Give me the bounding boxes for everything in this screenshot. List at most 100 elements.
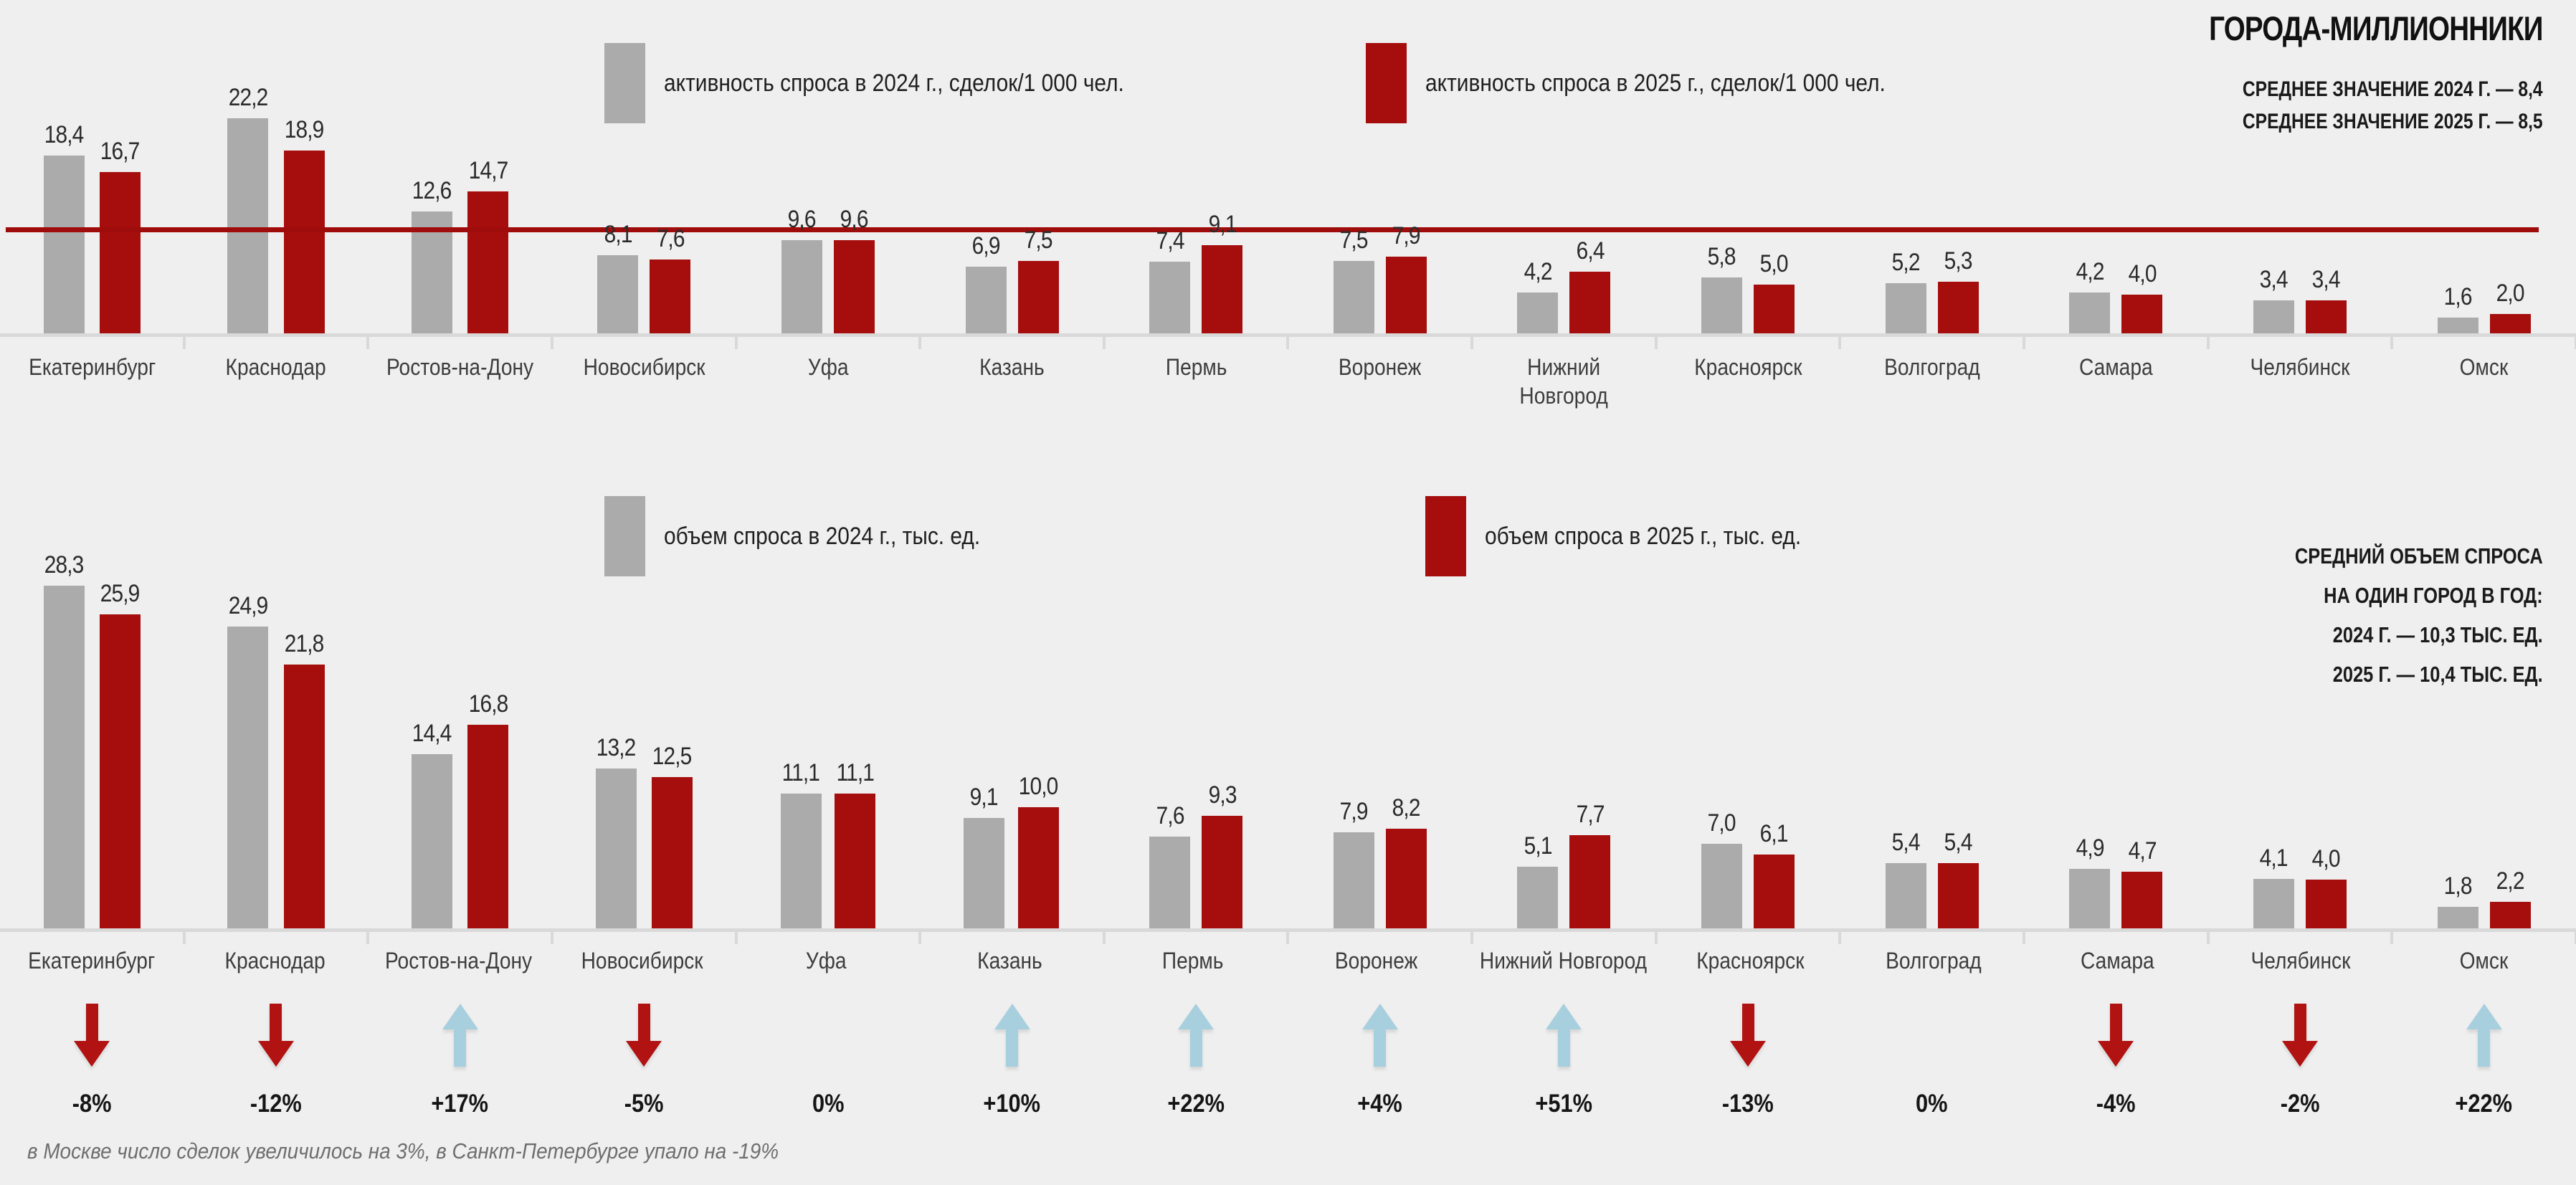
value-label-2024: 12,6 bbox=[412, 177, 452, 204]
bar-pair: 14,4 16,8 bbox=[409, 690, 510, 928]
city-cell: Ростов-на-Дону bbox=[368, 353, 552, 410]
city-label: Пермь bbox=[1162, 948, 1224, 974]
bar-pair: 7,5 7,9 bbox=[1333, 222, 1427, 333]
legend-label: объем спроса в 2025 г., тыс. ед. bbox=[1485, 522, 1802, 550]
percent-cell: -2% bbox=[2208, 1090, 2392, 1118]
value-label-2025: 16,7 bbox=[100, 138, 141, 165]
bar-pair: 28,3 25,9 bbox=[42, 551, 142, 928]
axis-tick bbox=[1102, 932, 1106, 944]
bar-wrap: 24,9 bbox=[226, 592, 270, 928]
arrow-stem bbox=[1741, 1004, 1754, 1041]
percent-cell: +51% bbox=[1472, 1090, 1656, 1118]
bar-wrap: 5,4 bbox=[1937, 829, 1979, 928]
city-cell: Самара bbox=[2025, 946, 2209, 975]
value-label-2025: 7,6 bbox=[656, 225, 685, 252]
bar-group-3: 8,1 7,6 bbox=[552, 85, 738, 349]
bar-group-9: 5,8 5,0 bbox=[1656, 85, 1842, 349]
percent-cell: 0% bbox=[1840, 1090, 2024, 1118]
value-label-2025: 14,7 bbox=[468, 157, 508, 184]
bar-2024 bbox=[595, 768, 637, 928]
city-label: Челябинск bbox=[2251, 948, 2351, 974]
value-label-2024: 9,1 bbox=[969, 784, 999, 811]
bar-group-7: 7,5 7,9 bbox=[1288, 85, 1474, 349]
city-label: Красноярск bbox=[1693, 354, 1802, 380]
bar-2024 bbox=[597, 255, 639, 333]
city-label: Нижний Новгород bbox=[1519, 354, 1609, 409]
arrow-head bbox=[1178, 1004, 1215, 1029]
axis-tick bbox=[182, 337, 186, 349]
axis-tick bbox=[550, 932, 553, 944]
bar-2025 bbox=[99, 172, 141, 333]
city-cell: Красноярск bbox=[1656, 353, 1840, 410]
bar-group-5: 9,1 10,0 bbox=[920, 547, 1106, 944]
bar-pair: 7,4 9,1 bbox=[1149, 211, 1243, 333]
legend-volume-2025: объем спроса в 2025 г., тыс. ед. bbox=[1425, 496, 1844, 576]
city-cell: Екатеринбург bbox=[0, 353, 184, 410]
value-label-2024: 5,4 bbox=[1891, 829, 1921, 856]
arrow-down-icon bbox=[2098, 1004, 2134, 1067]
bar-2025 bbox=[1754, 285, 1795, 333]
arrow-head bbox=[1730, 1041, 1767, 1067]
bar-wrap: 4,0 bbox=[2306, 845, 2347, 928]
average-2024-label: СРЕДНЕЕ ЗНАЧЕНИЕ 2024 Г. — 8,4 bbox=[2243, 77, 2543, 101]
value-label-2025: 3,4 bbox=[2312, 266, 2341, 293]
city-label: Самара bbox=[2079, 354, 2153, 380]
bar-2025 bbox=[2489, 902, 2531, 928]
percent-cell: -4% bbox=[2024, 1090, 2208, 1118]
arrow-head bbox=[2466, 1004, 2502, 1029]
value-label-2025: 2,2 bbox=[2496, 867, 2525, 895]
arrow-down-icon bbox=[2282, 1004, 2318, 1067]
bar-group-11: 4,2 4,0 bbox=[2024, 85, 2210, 349]
bar-group-2: 12,6 14,7 bbox=[368, 85, 553, 349]
city-label: Краснодар bbox=[224, 948, 326, 974]
value-label-2025: 9,3 bbox=[1208, 781, 1237, 809]
bar-pair: 22,2 18,9 bbox=[226, 84, 326, 333]
bar-2025 bbox=[1017, 807, 1059, 928]
percent-cell: 0% bbox=[736, 1090, 921, 1118]
value-label-2025: 18,9 bbox=[284, 116, 325, 143]
city-cell: Пермь bbox=[1104, 353, 1288, 410]
percent-change-label: -2% bbox=[2280, 1090, 2320, 1118]
bar-wrap: 2,0 bbox=[2489, 280, 2531, 333]
bar-pair: 5,2 5,3 bbox=[1885, 247, 1979, 333]
bar-pair: 4,2 6,4 bbox=[1517, 237, 1611, 333]
arrow-up-icon bbox=[1546, 1004, 1582, 1067]
value-label-2024: 4,9 bbox=[2076, 834, 2104, 862]
percent-change-label: -5% bbox=[624, 1090, 664, 1118]
value-label-2024: 4,2 bbox=[1524, 258, 1552, 285]
city-cell: Самара bbox=[2024, 353, 2208, 410]
legend-activity-2025: активность спроса в 2025 г., сделок/1 00… bbox=[1366, 43, 1948, 123]
city-cell: Волгоград bbox=[1842, 946, 2025, 975]
value-label-2025: 11,1 bbox=[836, 759, 874, 786]
arrow-down-icon bbox=[74, 1004, 110, 1067]
legend-activity-2024: активность спроса в 2024 г., сделок/1 00… bbox=[604, 43, 1187, 123]
percent-change-label: -4% bbox=[2096, 1090, 2136, 1118]
percent-change-label: 0% bbox=[812, 1090, 845, 1118]
bar-wrap: 7,7 bbox=[1569, 801, 1611, 928]
bar-2024 bbox=[227, 118, 269, 333]
chart2-city-labels: Екатеринбург Краснодар Ростов-на-Дону Новос… bbox=[0, 946, 2576, 975]
bar-2024 bbox=[1701, 844, 1743, 928]
bar-2025 bbox=[1569, 835, 1611, 928]
value-label-2024: 7,9 bbox=[1339, 798, 1369, 825]
axis-tick bbox=[366, 932, 370, 944]
bar-pair: 4,9 4,7 bbox=[2069, 834, 2163, 928]
bar-group-8: 4,2 6,4 bbox=[1472, 85, 1658, 349]
city-label: Новосибирск bbox=[581, 948, 704, 974]
value-label-2024: 6,9 bbox=[971, 232, 1001, 260]
bar-wrap: 11,1 bbox=[779, 759, 822, 928]
axis-tick bbox=[2023, 932, 2026, 944]
arrow-cell bbox=[1840, 998, 2024, 1072]
city-label: Казань bbox=[979, 354, 1045, 380]
city-cell: Краснодар bbox=[184, 946, 367, 975]
arrow-head bbox=[2098, 1041, 2134, 1067]
axis-tick bbox=[2206, 337, 2210, 349]
bar-2024 bbox=[2253, 879, 2294, 928]
bar-2024 bbox=[2253, 300, 2294, 333]
city-cell: Новосибирск bbox=[551, 946, 734, 975]
value-label-2025: 9,1 bbox=[1208, 211, 1237, 238]
bar-wrap: 4,7 bbox=[2121, 837, 2163, 928]
arrow-cell bbox=[1288, 998, 1472, 1072]
bar-wrap: 7,5 bbox=[1017, 227, 1059, 333]
legend-label: активность спроса в 2025 г., сделок/1 00… bbox=[1425, 69, 1886, 97]
